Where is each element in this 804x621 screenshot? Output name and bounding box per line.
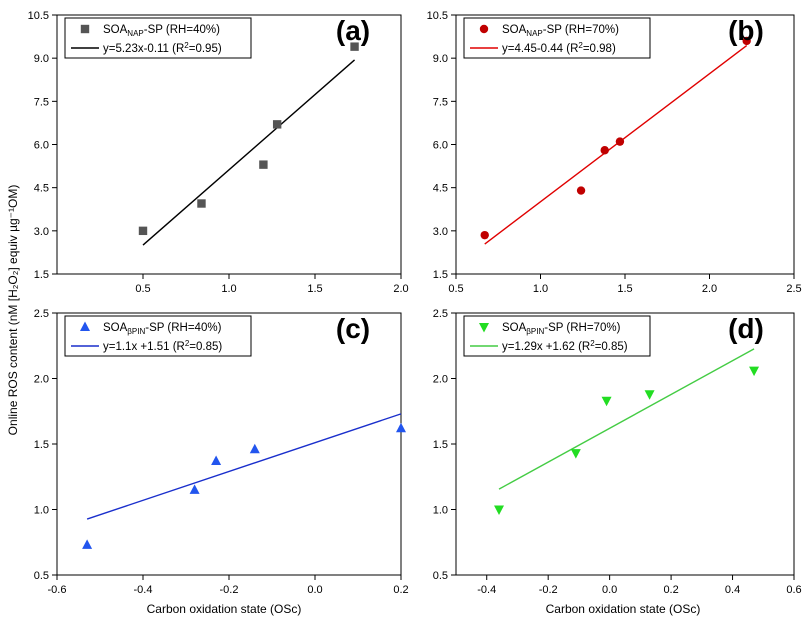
y-tick-label: 1.0 bbox=[433, 505, 448, 517]
data-point bbox=[138, 226, 148, 236]
data-point bbox=[189, 484, 200, 494]
x-axis-label-right: Carbon oxidation state (OSc) bbox=[546, 602, 701, 616]
y-tick-label: 0.5 bbox=[433, 570, 448, 582]
x-tick-label: 0.6 bbox=[786, 584, 801, 596]
y-tick-label: 3.0 bbox=[34, 226, 49, 238]
legend-marker bbox=[479, 323, 489, 333]
chart-panel-d: -0.4 -0.2 0.0 0.2 0.4 0.6 0.5 1.0 1.5 2.0 2.5 (d) SO… bbox=[433, 308, 802, 596]
y-tick-label: 7.5 bbox=[433, 96, 448, 108]
x-tick-label: -0.2 bbox=[539, 584, 558, 596]
y-tick-label: 0.5 bbox=[34, 570, 49, 582]
data-point bbox=[615, 137, 625, 146]
data-point bbox=[480, 230, 489, 240]
x-tick-label: 2.5 bbox=[786, 283, 801, 295]
x-tick-label: 0.4 bbox=[725, 584, 740, 596]
x-tick-label: -0.2 bbox=[220, 584, 239, 596]
x-tick-label: 1.0 bbox=[221, 283, 236, 295]
data-point bbox=[742, 36, 751, 46]
x-tick-label: 0.2 bbox=[663, 584, 678, 596]
legend-box bbox=[64, 315, 252, 357]
x-tick-label: 0.5 bbox=[135, 283, 150, 295]
legend-series-label: SOANAP-SP (RH=70%) bbox=[502, 24, 619, 38]
data-point bbox=[601, 396, 612, 407]
panel-label: (a) bbox=[336, 15, 370, 46]
fit-line bbox=[142, 59, 356, 246]
legend-series-label: SOAβPIN-SP (RH=70%) bbox=[502, 322, 621, 336]
fit-line bbox=[86, 413, 402, 520]
data-point bbox=[350, 42, 359, 51]
y-tick-label: 2.0 bbox=[433, 374, 448, 386]
y-tick-label: 10.5 bbox=[28, 10, 49, 22]
legend-fit-label: y=1.1x +1.51 (R2=0.85) bbox=[103, 339, 222, 353]
legend-series-label: SOAβPIN-SP (RH=40%) bbox=[103, 322, 222, 336]
data-point bbox=[644, 390, 655, 400]
x-tick-label: 0.5 bbox=[448, 283, 463, 295]
panel-label: (b) bbox=[728, 15, 764, 46]
legend-fit-label: y=4.45-0.44 (R2=0.98) bbox=[502, 41, 616, 55]
data-point bbox=[494, 505, 505, 515]
x-tick-label: 2.0 bbox=[702, 283, 717, 295]
legend-marker bbox=[80, 24, 90, 34]
legend-box bbox=[64, 17, 252, 59]
y-tick-label: 2.5 bbox=[34, 308, 49, 320]
data-point bbox=[211, 455, 222, 466]
y-tick-label: 4.5 bbox=[34, 183, 49, 195]
data-point bbox=[749, 366, 760, 377]
y-tick-label: 3.0 bbox=[433, 226, 448, 238]
fit-line bbox=[498, 348, 755, 490]
data-point bbox=[570, 449, 581, 459]
y-tick-label: 9.0 bbox=[433, 53, 448, 65]
y-tick-label: 6.0 bbox=[34, 140, 49, 152]
legend-marker bbox=[80, 321, 90, 331]
y-tick-label: 2.5 bbox=[433, 308, 448, 320]
chart-panel-b: 0.5 1.0 1.5 2.0 2.5 1.5 3.0 4.5 6.0 7.5 9.0 10.5 (b)… bbox=[427, 10, 802, 295]
x-tick-label: 2.0 bbox=[393, 283, 408, 295]
legend-series-label: SOANAP-SP (RH=40%) bbox=[103, 24, 220, 38]
x-tick-label: -0.6 bbox=[48, 584, 67, 596]
chart-panel-a: 0.5 1.0 1.5 2.0 1.5 3.0 4.5 6.0 7.5 9.0 10.5 (a) SOA… bbox=[28, 10, 409, 295]
x-tick-label: 0.0 bbox=[307, 584, 322, 596]
x-tick-label: -0.4 bbox=[134, 584, 153, 596]
x-tick-label: 0.2 bbox=[393, 584, 408, 596]
data-point bbox=[600, 146, 609, 155]
y-tick-label: 4.5 bbox=[433, 183, 448, 195]
y-tick-label: 1.5 bbox=[433, 269, 448, 281]
data-point bbox=[197, 199, 206, 208]
x-tick-label: 1.0 bbox=[533, 283, 548, 295]
y-tick-label: 7.5 bbox=[34, 96, 49, 108]
y-tick-label: 6.0 bbox=[433, 140, 448, 152]
data-point bbox=[272, 120, 282, 129]
fit-line bbox=[484, 44, 748, 245]
x-tick-label: 1.5 bbox=[307, 283, 322, 295]
legend-fit-label: y=1.29x +1.62 (R2=0.85) bbox=[502, 339, 628, 353]
data-point bbox=[396, 422, 406, 433]
x-tick-label: -0.4 bbox=[477, 584, 496, 596]
legend-fit-label: y=5.23x-0.11 (R2=0.95) bbox=[103, 41, 222, 55]
y-tick-label: 9.0 bbox=[34, 53, 49, 65]
y-tick-label: 1.5 bbox=[34, 439, 49, 451]
data-point bbox=[576, 186, 586, 195]
chart-panel-c: -0.6 -0.4 -0.2 0.0 0.2 0.5 1.0 1.5 2.0 2.5 (c) SOAβ… bbox=[34, 308, 409, 596]
legend-marker bbox=[479, 24, 489, 34]
y-tick-label: 1.5 bbox=[433, 439, 448, 451]
y-tick-label: 1.0 bbox=[34, 505, 49, 517]
y-tick-label: 1.5 bbox=[34, 269, 49, 281]
y-tick-label: 2.0 bbox=[34, 374, 49, 386]
x-tick-label: 1.5 bbox=[617, 283, 632, 295]
data-point bbox=[249, 443, 260, 454]
data-point bbox=[82, 539, 93, 549]
panel-label: (d) bbox=[728, 313, 764, 344]
legend-box bbox=[463, 315, 651, 357]
data-point bbox=[259, 160, 268, 169]
panel-label: (c) bbox=[336, 313, 370, 344]
y-tick-label: 10.5 bbox=[427, 10, 448, 22]
y-axis-label: Online ROS content (nM [H₂O₂] equiv µg⁻¹… bbox=[6, 185, 20, 436]
x-tick-label: 0.0 bbox=[602, 584, 617, 596]
x-axis-label-left: Carbon oxidation state (OSc) bbox=[147, 602, 302, 616]
legend-box bbox=[463, 17, 651, 59]
